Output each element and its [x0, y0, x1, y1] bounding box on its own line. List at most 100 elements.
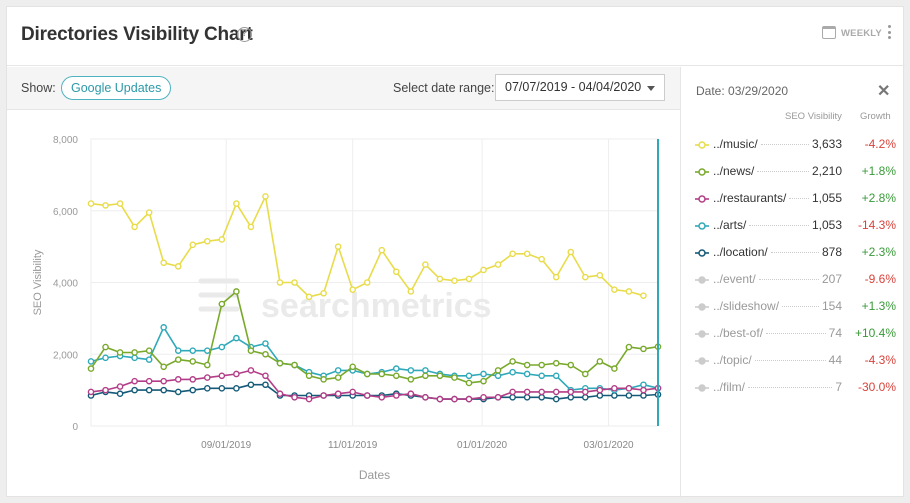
data-point	[363, 279, 371, 286]
legend-row[interactable]: ../news/2,210 +1.8%	[681, 160, 906, 187]
data-point	[102, 343, 109, 351]
legend-row-name: ../news/	[713, 164, 755, 178]
data-point	[262, 372, 269, 380]
data-point	[465, 395, 473, 403]
data-point	[189, 386, 197, 394]
data-point	[509, 250, 516, 258]
data-point	[509, 368, 516, 376]
data-point	[218, 300, 226, 308]
data-point	[320, 289, 327, 297]
legend-row-growth: +1.3%	[861, 299, 896, 313]
data-point	[174, 356, 182, 363]
data-point	[538, 255, 545, 263]
data-point	[204, 374, 211, 381]
data-point	[451, 374, 458, 381]
data-point	[276, 390, 284, 398]
legend-row-value: 3,633	[811, 137, 842, 151]
data-point	[145, 209, 153, 216]
data-point	[509, 358, 516, 365]
calendar-icon[interactable]	[822, 26, 836, 39]
data-point	[378, 393, 386, 401]
legend-row-growth: -9.6%	[864, 272, 896, 286]
leader-dots	[748, 387, 832, 388]
data-point	[145, 356, 153, 363]
data-point	[363, 370, 371, 378]
series-line	[90, 369, 659, 400]
legend-row-value: 7	[835, 380, 842, 394]
legend-row[interactable]: ../event/207 -9.6%	[681, 268, 906, 295]
data-point	[625, 392, 633, 399]
data-point	[160, 386, 167, 394]
legend-row-growth: -4.2%	[864, 137, 896, 151]
data-point	[291, 279, 298, 286]
data-point	[465, 379, 473, 387]
data-point	[131, 377, 138, 385]
data-point	[131, 223, 138, 231]
help-icon[interactable]: ?	[237, 27, 252, 42]
legend-row-growth: +2.8%	[861, 191, 896, 205]
legend-row-value: 878	[821, 245, 842, 259]
series-marker-icon	[695, 303, 709, 311]
line-chart[interactable]: 0 2,000 4,000 6,000 8,000 09/01/2019 11/01/201…	[7, 111, 680, 498]
data-point	[305, 395, 313, 403]
data-point	[494, 261, 502, 268]
series-line	[90, 326, 659, 391]
data-point	[523, 250, 531, 258]
google-updates-toggle[interactable]: Google Updates	[61, 76, 172, 100]
legend-row[interactable]: ../arts/1,053 -14.3%	[681, 214, 906, 241]
data-point	[378, 246, 386, 254]
data-point	[160, 377, 167, 385]
leader-dots	[789, 198, 809, 199]
data-point	[116, 390, 124, 398]
legend-row[interactable]: ../music/3,633 -4.2%	[681, 133, 906, 160]
selected-date: Date: 03/29/2020	[696, 84, 789, 98]
data-point	[160, 259, 167, 267]
series-line	[90, 290, 659, 384]
legend-row[interactable]: ../film/7 -30.0%	[681, 376, 906, 403]
legend-row[interactable]: ../topic/44 -4.3%	[681, 349, 906, 376]
data-point	[582, 393, 589, 401]
data-point	[291, 393, 298, 401]
data-point	[582, 388, 589, 396]
data-point	[611, 365, 618, 372]
date-range-value: 07/07/2019 - 04/04/2020	[505, 80, 642, 94]
data-point	[465, 275, 473, 283]
data-point	[189, 241, 197, 249]
date-range-select[interactable]: 07/07/2019 - 04/04/2020	[495, 74, 665, 101]
data-point	[509, 388, 516, 396]
leader-dots	[749, 225, 809, 226]
data-point	[189, 358, 197, 365]
data-point	[320, 392, 327, 399]
interval-label[interactable]: WEEKLY	[841, 28, 882, 39]
more-options-icon[interactable]	[884, 25, 894, 41]
data-point	[582, 273, 589, 281]
leader-dots	[759, 279, 819, 280]
data-point	[640, 292, 647, 299]
y-tick-label: 6,000	[53, 207, 78, 218]
legend-row-growth: +1.8%	[861, 164, 896, 178]
close-icon[interactable]: ✕	[877, 83, 891, 100]
data-point	[596, 272, 604, 279]
leader-dots	[766, 333, 826, 334]
chart-card: Directories Visibility Chart ? WEEKLY Sh…	[6, 6, 906, 498]
data-point	[436, 395, 444, 403]
data-point	[262, 193, 269, 200]
data-point	[204, 385, 211, 392]
data-point	[538, 361, 545, 369]
data-point	[523, 370, 531, 378]
legend-row[interactable]: ../best-of/74 +10.4%	[681, 322, 906, 349]
data-point	[393, 392, 400, 399]
legend-row-name: ../music/	[713, 137, 758, 151]
data-point	[218, 372, 226, 380]
legend-row[interactable]: ../location/878 +2.3%	[681, 241, 906, 268]
legend-row-name: ../slideshow/	[713, 299, 780, 313]
show-label: Show:	[21, 81, 56, 95]
leader-dots	[755, 360, 826, 361]
data-point	[349, 286, 356, 293]
legend-row[interactable]: ../restaurants/1,055 +2.8%	[681, 187, 906, 214]
series-marker-icon	[695, 330, 709, 338]
data-point	[567, 393, 575, 401]
data-point	[422, 367, 429, 374]
legend-row[interactable]: ../slideshow/154 +1.3%	[681, 295, 906, 322]
series-marker-icon	[695, 276, 709, 284]
